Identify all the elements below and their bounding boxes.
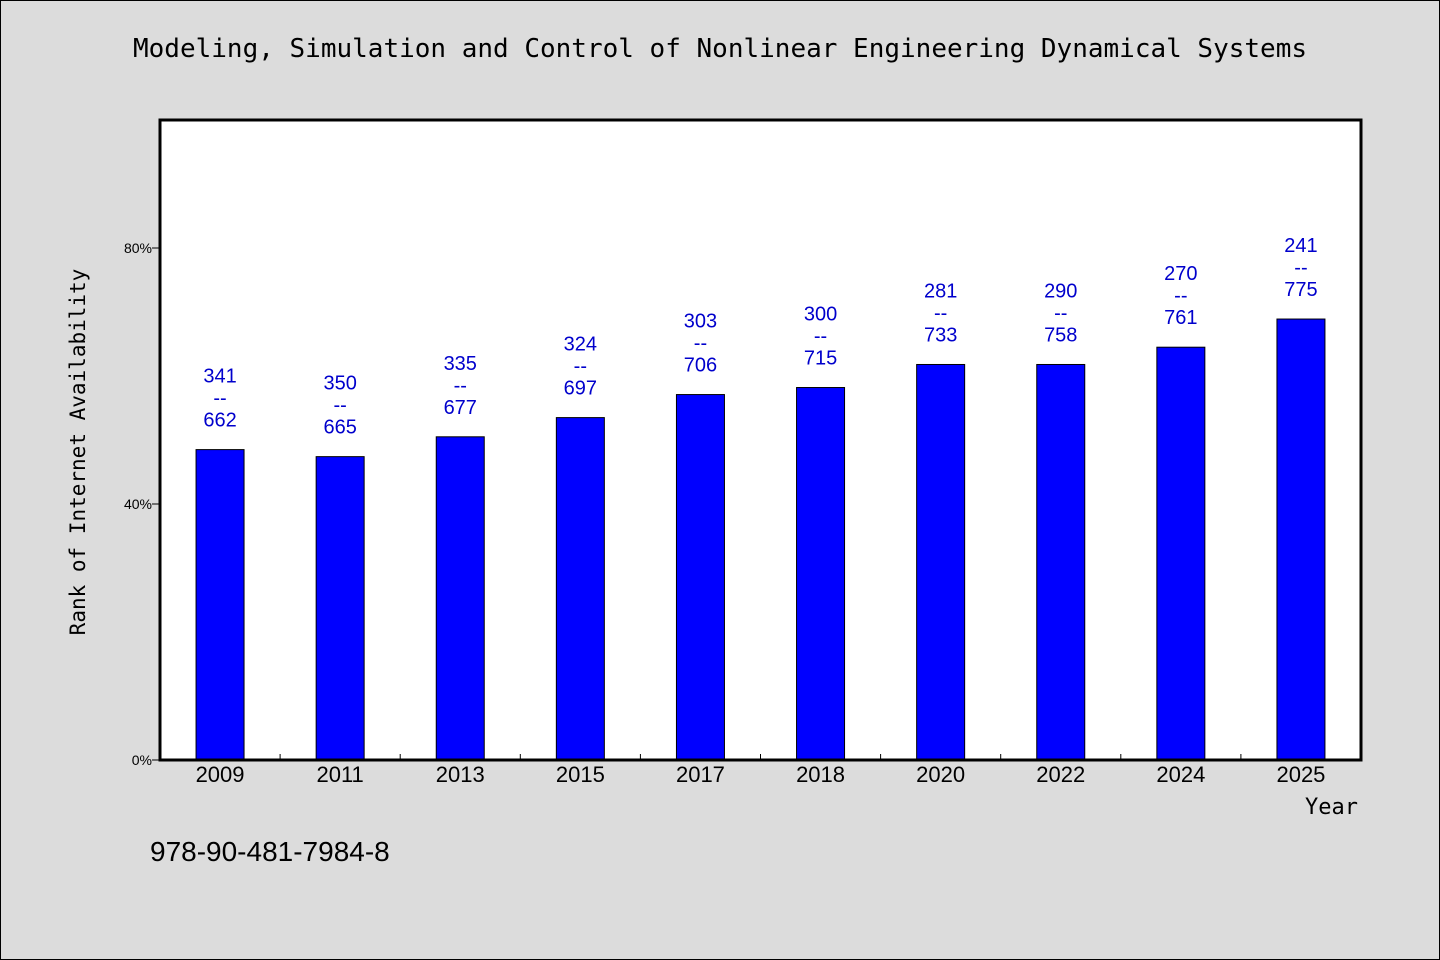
data-label-top-2017: 303 [684,311,717,333]
bar-2018 [796,387,846,761]
bars-group [195,318,1326,761]
data-label-top-2011: 350 [323,373,356,395]
x-tick-label-2009: 2009 [196,762,245,787]
data-label-bottom-2013: 677 [444,397,477,419]
x-tick-label-2015: 2015 [556,762,605,787]
data-label-top-2020: 281 [924,280,957,302]
y-axis: 0% 40% 80% [124,240,160,768]
bar-2009 [195,449,245,761]
data-label-sep-2020: -- [934,302,947,324]
data-label-sep-2018: -- [814,326,827,348]
bar-2013 [435,436,485,761]
data-labels-group: 341--662350--665335--677324--697303--706… [203,235,1317,439]
data-label-top-2018: 300 [804,304,837,326]
data-label-sep-2025: -- [1294,257,1307,279]
x-tick-label-2020: 2020 [916,762,965,787]
bar-2024 [1156,346,1206,761]
data-label-top-2015: 324 [564,334,597,356]
x-axis-label: Year [1305,795,1358,820]
data-label-bottom-2022: 758 [1044,324,1077,346]
data-label-bottom-2024: 761 [1164,307,1197,329]
isbn-text: 978-90-481-7984-8 [150,836,390,867]
data-label-bottom-2015: 697 [564,378,597,400]
data-label-top-2013: 335 [444,353,477,375]
chart-title: Modeling, Simulation and Control of Nonl… [133,34,1307,64]
data-label-sep-2017: -- [694,333,707,355]
bar-2025 [1276,318,1326,761]
data-label-sep-2022: -- [1054,302,1067,324]
data-label-top-2024: 270 [1164,263,1197,285]
bar-2020 [916,363,966,761]
bar-2017 [675,394,725,761]
data-label-bottom-2020: 733 [924,324,957,346]
data-label-bottom-2018: 715 [804,348,837,370]
data-label-sep-2009: -- [213,388,226,410]
data-label-top-2022: 290 [1044,280,1077,302]
x-tick-label-2025: 2025 [1276,762,1325,787]
y-tick-label-40: 40% [124,496,152,512]
plot-border [158,118,1363,762]
x-axis: 2009 2011 2013 2015 2017 2018 2020 2022 2024 2025 [196,754,1325,787]
data-label-top-2009: 341 [203,366,236,388]
y-tick-label-80: 80% [124,240,152,256]
bar-2015 [555,417,605,761]
x-tick-label-2018: 2018 [796,762,845,787]
bar-2011 [315,456,365,761]
x-tick-label-2011: 2011 [316,762,363,787]
data-label-bottom-2017: 706 [684,355,717,377]
data-label-bottom-2025: 775 [1284,279,1317,301]
bar-2022 [1036,363,1086,761]
data-label-top-2025: 241 [1284,235,1317,257]
data-label-sep-2011: -- [333,395,346,417]
x-tick-label-2024: 2024 [1156,762,1205,787]
x-tick-label-2022: 2022 [1036,762,1085,787]
data-label-bottom-2011: 665 [323,417,356,439]
data-label-sep-2024: -- [1174,285,1187,307]
x-tick-label-2013: 2013 [436,762,485,787]
y-tick-label-0: 0% [132,752,152,768]
x-tick-label-2017: 2017 [676,762,725,787]
data-label-sep-2015: -- [574,356,587,378]
data-label-sep-2013: -- [454,375,467,397]
data-label-bottom-2009: 662 [203,410,236,432]
